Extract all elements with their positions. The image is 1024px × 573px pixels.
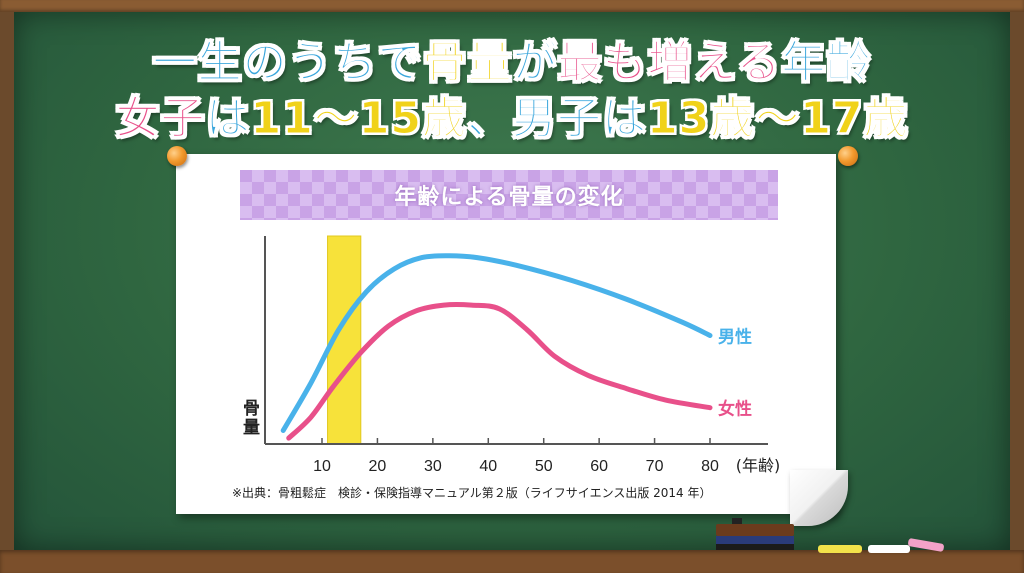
x-axis-label: (年齢)	[736, 456, 781, 475]
headline-segment: 一生のうちで	[152, 37, 423, 89]
x-tick-label: 50	[535, 458, 553, 475]
headline-segment: 男子	[512, 93, 602, 145]
headline-segment: は	[205, 93, 251, 145]
pushpin-left-icon	[167, 146, 187, 166]
y-axis-label: 骨量	[239, 399, 260, 437]
pushpin-right-icon	[838, 146, 858, 166]
headline-segment: 13歳〜17歳	[646, 93, 909, 145]
headline-line-1: 一生のうちで骨量が最も増える年齢	[0, 26, 1024, 90]
x-tick-label: 60	[590, 458, 608, 475]
headline-line-2: 女子は11〜15歳、男子は13歳〜17歳	[0, 82, 1024, 146]
headline-segment: 11〜15歳	[250, 93, 467, 145]
chalkboard-frame-top	[0, 0, 1024, 12]
chart-source: ※出典：骨粗鬆症 検診・保険指導マニュアル第２版（ライフサイエンス出版 2014…	[232, 486, 712, 500]
x-tick-label: 70	[646, 458, 664, 475]
x-tick-label: 40	[479, 458, 497, 475]
headline-segment: 、	[467, 93, 512, 145]
headline-segment: 最も増える	[557, 37, 782, 89]
series-line-male	[280, 253, 713, 433]
x-tick-label: 10	[313, 458, 331, 475]
headline-segment: が	[512, 37, 558, 89]
headline-segment: 女子	[115, 93, 206, 145]
white-chalk-icon	[868, 545, 910, 553]
headline-segment: は	[602, 93, 647, 145]
headline-segment: 年齢	[781, 37, 872, 89]
series-label-female: 女性	[718, 399, 752, 420]
yellow-chalk-icon	[818, 545, 862, 553]
x-tick-label: 30	[424, 458, 442, 475]
series-line-female	[286, 302, 713, 441]
headline-segment: 骨量	[422, 37, 513, 89]
chart-title: 年齢による骨量の変化	[240, 170, 778, 220]
x-tick-label: 20	[369, 458, 387, 475]
chalk-eraser-icon	[716, 518, 794, 550]
x-tick-label: 80	[701, 458, 719, 475]
series-label-male: 男性	[718, 327, 752, 348]
chalkboard-frame-bottom	[0, 550, 1024, 573]
